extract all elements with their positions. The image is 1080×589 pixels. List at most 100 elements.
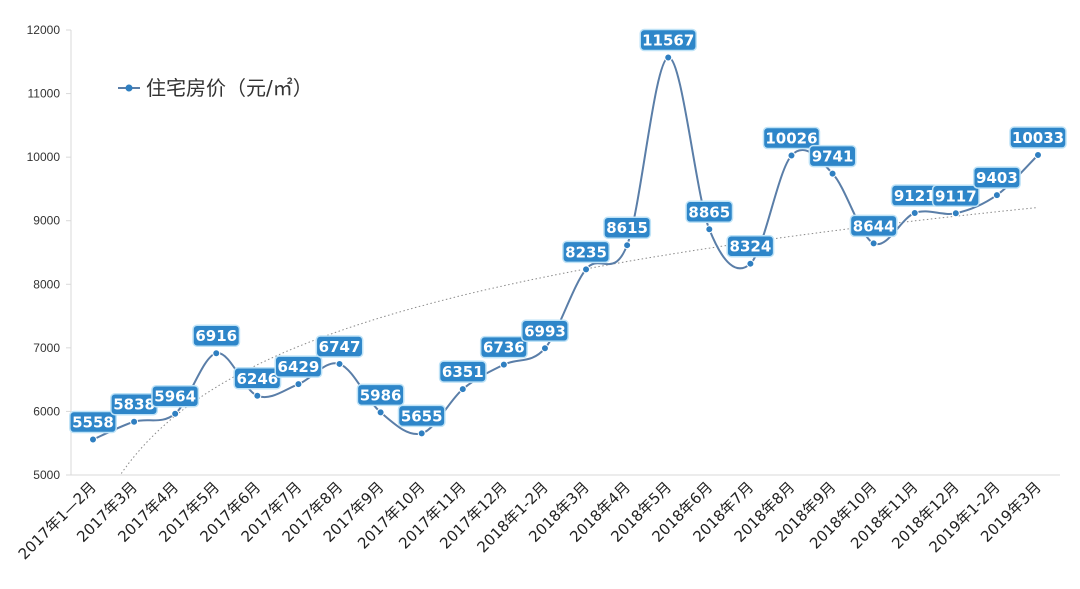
data-label-box bbox=[1009, 126, 1067, 149]
data-label-box bbox=[356, 383, 405, 407]
y-axis: 5000 6000 7000 8000 9000 10000 11000 12000 bbox=[27, 23, 72, 482]
data-label-box bbox=[274, 355, 323, 378]
data-label: 9403 bbox=[972, 166, 1021, 189]
data-label-text: 6429 bbox=[278, 358, 320, 376]
legend: 住宅房价（元/㎡） bbox=[118, 76, 313, 100]
y-tick-label: 6000 bbox=[33, 404, 60, 418]
data-point bbox=[171, 409, 180, 418]
data-label: 9117 bbox=[931, 184, 980, 208]
data-label-text: 9121 bbox=[894, 187, 936, 205]
y-tick-label: 12000 bbox=[27, 23, 61, 37]
data-point bbox=[828, 169, 837, 178]
data-label: 8235 bbox=[562, 240, 610, 264]
data-label: 10033 bbox=[1009, 126, 1067, 149]
data-label-text: 6993 bbox=[524, 322, 566, 340]
data-label-box bbox=[521, 319, 569, 343]
data-label-text: 8615 bbox=[606, 219, 648, 237]
data-label-text: 5986 bbox=[360, 386, 402, 404]
data-label-box bbox=[151, 384, 200, 408]
data-label-text: 8644 bbox=[853, 217, 895, 235]
drop-lines bbox=[92, 57, 1039, 469]
data-label: 5964 bbox=[151, 384, 200, 408]
data-point bbox=[294, 380, 303, 389]
data-label-box bbox=[808, 144, 857, 168]
y-tick-label: 5000 bbox=[33, 468, 60, 482]
data-label-text: 8235 bbox=[565, 243, 607, 261]
data-label-text: 5655 bbox=[401, 407, 443, 425]
data-label-box bbox=[849, 214, 898, 238]
data-point bbox=[540, 344, 549, 353]
data-point bbox=[335, 359, 344, 368]
data-label-text: 5964 bbox=[154, 388, 196, 406]
data-label-text: 9403 bbox=[976, 169, 1018, 187]
data-label: 5655 bbox=[397, 404, 446, 428]
data-label-box bbox=[685, 200, 734, 224]
data-point bbox=[705, 225, 714, 234]
y-tick-label: 9000 bbox=[33, 214, 60, 228]
legend-label: 住宅房价（元/㎡） bbox=[146, 76, 313, 100]
x-axis: 2017年1—2月2017年3月2017年4月2017年5月2017年6月201… bbox=[15, 474, 1060, 563]
data-point bbox=[910, 209, 919, 218]
data-label-box bbox=[603, 216, 652, 239]
data-point bbox=[664, 53, 673, 62]
data-label-box bbox=[397, 404, 446, 428]
data-point bbox=[1034, 151, 1042, 160]
data-label: 5986 bbox=[356, 383, 405, 407]
data-label: 8865 bbox=[685, 200, 734, 224]
data-label-text: 5838 bbox=[113, 396, 155, 414]
data-label-text: 9741 bbox=[812, 148, 854, 166]
data-label-box bbox=[726, 234, 775, 258]
data-label-text: 11567 bbox=[642, 32, 694, 50]
y-tick-label: 10000 bbox=[27, 150, 61, 164]
data-label: 6736 bbox=[479, 335, 528, 359]
data-point bbox=[499, 360, 508, 369]
data-label: 10026 bbox=[762, 126, 821, 150]
data-label-box bbox=[438, 360, 487, 383]
data-label-text: 10033 bbox=[1012, 129, 1064, 147]
data-label-text: 8865 bbox=[688, 203, 730, 221]
trendline-group bbox=[120, 207, 1039, 474]
data-label-box bbox=[639, 28, 697, 52]
data-label: 5838 bbox=[110, 392, 159, 416]
data-label: 8324 bbox=[726, 234, 775, 258]
data-label: 6916 bbox=[192, 324, 241, 347]
data-point bbox=[869, 239, 878, 248]
data-point bbox=[787, 151, 796, 160]
data-label: 11567 bbox=[639, 28, 697, 52]
data-label-box bbox=[192, 324, 241, 347]
data-point bbox=[623, 241, 632, 250]
data-label-text: 6246 bbox=[236, 370, 278, 388]
data-label-text: 8324 bbox=[730, 238, 772, 256]
data-point bbox=[458, 385, 467, 394]
series-line-group bbox=[89, 53, 1042, 444]
data-label-box bbox=[562, 240, 610, 264]
data-point bbox=[417, 429, 426, 438]
data-point bbox=[951, 209, 960, 218]
data-label: 8644 bbox=[849, 214, 898, 238]
y-tick-label: 7000 bbox=[33, 341, 60, 355]
data-label: 6993 bbox=[521, 319, 569, 343]
data-label: 9121 bbox=[890, 184, 939, 207]
data-label: 6351 bbox=[438, 360, 487, 383]
data-label-box bbox=[69, 410, 117, 434]
data-point bbox=[992, 191, 1001, 200]
data-label-text: 6736 bbox=[483, 339, 525, 357]
data-label-box bbox=[315, 335, 364, 358]
data-point bbox=[130, 417, 139, 426]
data-label-text: 6916 bbox=[195, 327, 237, 345]
data-label-text: 9117 bbox=[935, 187, 977, 205]
data-label-text: 6351 bbox=[442, 363, 484, 381]
data-label-text: 10026 bbox=[765, 129, 817, 147]
data-label-box bbox=[762, 126, 821, 150]
y-tick-label: 8000 bbox=[33, 277, 60, 291]
legend-marker bbox=[125, 84, 133, 92]
data-label: 5558 bbox=[69, 410, 117, 434]
data-label: 6747 bbox=[315, 335, 364, 358]
data-label-text: 6747 bbox=[319, 338, 361, 356]
data-label: 9741 bbox=[808, 144, 857, 168]
data-label: 6429 bbox=[274, 355, 323, 378]
data-label: 6246 bbox=[233, 367, 282, 390]
data-point bbox=[376, 408, 385, 417]
